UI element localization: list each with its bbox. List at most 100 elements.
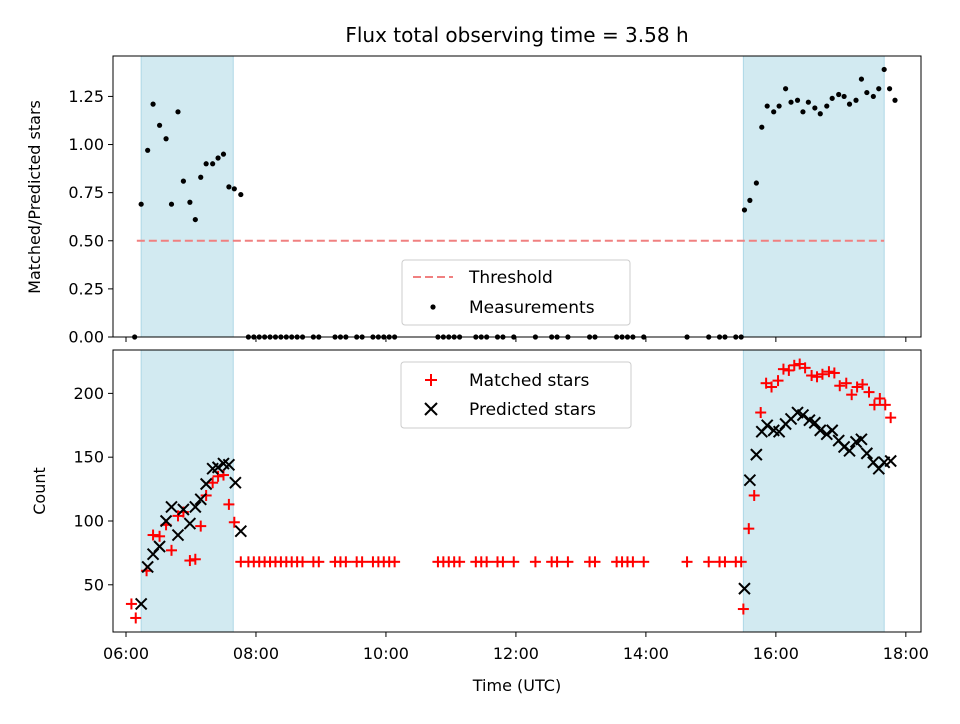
matched-star-point xyxy=(147,529,159,541)
measurement-point xyxy=(800,109,806,115)
measurement-point xyxy=(805,99,811,105)
measurement-point xyxy=(203,161,209,167)
matched-star-point xyxy=(766,381,778,393)
marker-stroke xyxy=(229,476,242,489)
measurement-point xyxy=(180,178,187,184)
measurement-point xyxy=(892,97,898,103)
measurement-point xyxy=(794,97,801,103)
predicted-star-point xyxy=(165,500,178,514)
predicted-star-point xyxy=(194,493,207,506)
matched-star-point xyxy=(868,399,880,411)
marker-stroke xyxy=(825,424,839,437)
matched-star-point xyxy=(816,368,828,380)
measurement-point xyxy=(747,197,753,203)
marker-stroke xyxy=(183,517,197,530)
measurement-point xyxy=(163,136,169,142)
predicted-star-point xyxy=(743,473,757,487)
predicted-star-point xyxy=(183,517,197,530)
matched-star-point xyxy=(681,556,693,568)
marker-stroke xyxy=(222,458,236,472)
measurement-point xyxy=(876,86,882,92)
marker-stroke xyxy=(211,461,225,474)
predicted-star-point xyxy=(222,458,236,472)
matched-star-point xyxy=(874,392,886,404)
measurement-point xyxy=(226,184,232,190)
matched-star-point xyxy=(799,362,811,374)
matched-star-point xyxy=(589,556,601,568)
y-tick-label: 0.75 xyxy=(68,183,104,202)
marker-stroke xyxy=(217,457,230,470)
shaded-region xyxy=(140,55,234,338)
measurement-point xyxy=(138,201,144,207)
matched-star-point xyxy=(748,489,760,501)
bottom-x-ticks: 06:00 08:00 10:00 12:00 14:00 16:00 18:00 xyxy=(103,632,929,663)
x-tick-label: 06:00 xyxy=(103,644,149,663)
legend-predicted-label: Predicted stars xyxy=(469,400,596,420)
top-axes-frame xyxy=(112,55,922,338)
x-tick-label: 16:00 xyxy=(753,644,799,663)
matched-star-point xyxy=(885,412,897,424)
measurement-point xyxy=(741,207,748,213)
bottom-y-axis-label: Count xyxy=(30,467,49,515)
matched-star-point xyxy=(743,523,755,535)
y-tick-label: 50 xyxy=(84,575,104,594)
matched-star-point xyxy=(454,556,466,568)
marker-stroke xyxy=(141,560,154,574)
measurement-point xyxy=(853,97,859,103)
measurement-point xyxy=(150,101,156,107)
matched-star-point xyxy=(638,556,650,568)
legend-matched-label: Matched stars xyxy=(469,371,589,391)
marker-stroke xyxy=(234,524,248,538)
matched-star-point xyxy=(228,516,240,528)
marker-stroke xyxy=(884,454,897,468)
marker-stroke xyxy=(791,406,804,419)
marker-stroke xyxy=(153,540,166,553)
marker-stroke xyxy=(837,440,851,454)
predicted-star-point xyxy=(153,540,166,553)
matched-star-point xyxy=(737,603,749,615)
matched-star-point xyxy=(389,556,401,568)
top-legend-box xyxy=(401,259,631,326)
matched-star-point xyxy=(828,367,840,379)
shaded-region xyxy=(742,349,885,633)
x-axis-label: Time (UTC) xyxy=(472,676,561,695)
matched-star-point xyxy=(551,556,563,568)
marker-stroke xyxy=(750,448,763,461)
measurement-point xyxy=(198,174,204,180)
matched-stars-points xyxy=(125,358,897,624)
marker-stroke xyxy=(165,500,178,514)
predicted-star-point xyxy=(159,514,173,528)
matched-star-point xyxy=(207,477,219,489)
measurement-point xyxy=(771,109,777,115)
matched-star-point xyxy=(783,364,795,376)
top-x-ticks xyxy=(125,337,907,342)
predicted-star-point xyxy=(171,528,185,542)
legend-threshold-label: Threshold xyxy=(468,268,553,288)
matched-star-point xyxy=(529,556,541,568)
measurement-point xyxy=(824,103,830,109)
predicted-star-point xyxy=(738,582,751,595)
marker-stroke xyxy=(796,408,810,422)
matched-star-point xyxy=(223,498,235,510)
measurement-point xyxy=(759,124,765,130)
matched-star-point xyxy=(313,556,325,568)
predicted-star-point xyxy=(843,444,856,458)
marker-stroke xyxy=(738,582,751,595)
marker-stroke xyxy=(814,424,827,437)
measurement-point xyxy=(215,155,221,161)
matched-star-point xyxy=(217,469,229,481)
top-legend: Threshold Measurements xyxy=(401,259,631,326)
x-tick-label: 14:00 xyxy=(623,644,669,663)
predicted-star-point xyxy=(234,524,248,538)
measurement-point xyxy=(238,191,244,198)
matched-star-point xyxy=(189,553,201,565)
predicted-star-point xyxy=(199,477,213,491)
measurement-point xyxy=(175,109,181,115)
marker-stroke xyxy=(843,444,856,458)
matched-star-point xyxy=(879,399,891,411)
predicted-star-point xyxy=(837,440,851,454)
predicted-star-point xyxy=(820,428,833,441)
matched-star-point xyxy=(735,556,747,568)
marker-stroke xyxy=(134,597,148,611)
matched-star-point xyxy=(481,556,493,568)
